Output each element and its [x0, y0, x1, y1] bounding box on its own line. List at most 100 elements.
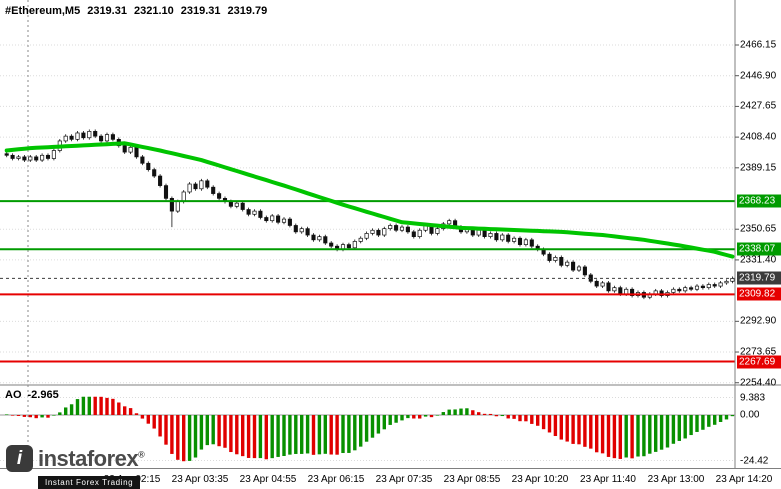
- ao-bar: [536, 415, 540, 426]
- ao-bar: [388, 415, 392, 425]
- candle: [75, 131, 80, 142]
- candle-body: [45, 154, 51, 159]
- candle: [689, 285, 694, 292]
- ao-bar: [589, 415, 593, 449]
- ao-histogram: [0, 396, 735, 462]
- chart-canvas[interactable]: [0, 0, 781, 469]
- candle-body: [352, 241, 357, 249]
- candle-body: [199, 180, 204, 190]
- candle: [16, 154, 21, 161]
- candle: [576, 265, 582, 273]
- candle: [523, 237, 528, 247]
- candle-body: [4, 153, 9, 156]
- candle-body: [299, 228, 304, 233]
- candle-body: [246, 209, 251, 215]
- candle-body: [689, 287, 694, 290]
- frame-layer: [0, 0, 781, 469]
- ao-bar: [22, 415, 27, 417]
- ao-bar: [713, 415, 717, 425]
- ao-bar: [453, 409, 457, 415]
- candle: [305, 226, 310, 237]
- candle-body: [146, 162, 151, 170]
- candle-body: [488, 233, 493, 237]
- candle-body: [594, 280, 599, 287]
- candle: [45, 153, 51, 161]
- candle-body: [40, 154, 45, 161]
- candle-body: [134, 146, 139, 158]
- candle: [311, 233, 316, 242]
- candle: [329, 241, 334, 249]
- ao-bar: [547, 415, 552, 433]
- candle: [99, 134, 104, 143]
- candle: [547, 252, 552, 263]
- candle: [529, 237, 534, 249]
- candle: [612, 285, 617, 293]
- candle-body: [99, 135, 104, 142]
- candle-body: [624, 288, 629, 295]
- candle-body: [547, 253, 552, 261]
- ao-bar: [565, 415, 569, 442]
- ao-bar: [477, 412, 481, 415]
- candle-body: [376, 229, 381, 236]
- candle: [352, 239, 357, 250]
- candle-body: [158, 175, 163, 186]
- candle: [488, 231, 493, 239]
- candle-body: [51, 150, 56, 159]
- instaforex-tagline: Instant Forex Trading: [38, 476, 141, 489]
- candle-body: [75, 132, 80, 140]
- candle: [93, 129, 98, 139]
- candle-body: [305, 228, 310, 236]
- candle: [500, 233, 505, 242]
- candle: [700, 284, 705, 290]
- candle: [299, 226, 304, 234]
- ao-bar: [105, 397, 109, 415]
- ao-bar: [223, 415, 227, 448]
- candle: [51, 148, 56, 161]
- candle-body: [293, 225, 298, 233]
- ao-bar: [111, 398, 115, 415]
- candle: [506, 233, 511, 244]
- candle-body: [240, 202, 245, 210]
- candle-body: [618, 287, 623, 295]
- candle-body: [683, 287, 688, 292]
- ao-bar: [235, 415, 239, 455]
- ao-bar: [134, 413, 139, 415]
- candle: [81, 131, 86, 140]
- candle-body: [258, 210, 263, 218]
- ao-bar: [252, 415, 257, 459]
- ao-bar: [665, 415, 670, 448]
- time-axis-label: 23 Apr 03:35: [171, 474, 229, 485]
- ao-bar: [300, 415, 304, 454]
- moving-average-layer: [4, 141, 735, 259]
- candle: [370, 228, 375, 236]
- ao-bar: [69, 404, 74, 415]
- ao-bar: [217, 415, 221, 447]
- ao-bar: [311, 415, 316, 455]
- ao-bar: [229, 415, 233, 453]
- ao-bar: [718, 415, 723, 422]
- instaforex-logo: i instaforex® Instant Forex Trading: [6, 445, 145, 489]
- ao-bar: [34, 415, 38, 419]
- ao-bar: [630, 415, 634, 459]
- candle: [281, 217, 287, 225]
- time-axis-label: 23 Apr 13:00: [647, 474, 705, 485]
- candle-body: [152, 169, 157, 177]
- ao-bar: [376, 415, 381, 434]
- ao-bar: [382, 415, 386, 430]
- registered-mark: ®: [138, 449, 145, 460]
- ao-bar: [46, 415, 50, 418]
- ao-bar: [152, 415, 156, 429]
- time-axis-label: 23 Apr 11:40: [580, 474, 636, 485]
- candle-body: [34, 156, 39, 161]
- ao-bar: [400, 415, 404, 421]
- candle: [140, 154, 145, 166]
- candle-body: [494, 233, 499, 241]
- candle: [128, 145, 133, 155]
- ao-bar: [447, 409, 451, 415]
- candle-body: [500, 234, 505, 241]
- ao-bar: [58, 412, 62, 415]
- ao-bar: [518, 415, 522, 422]
- candle-body: [677, 288, 682, 292]
- candle-body: [512, 237, 517, 242]
- ao-bar: [246, 415, 251, 458]
